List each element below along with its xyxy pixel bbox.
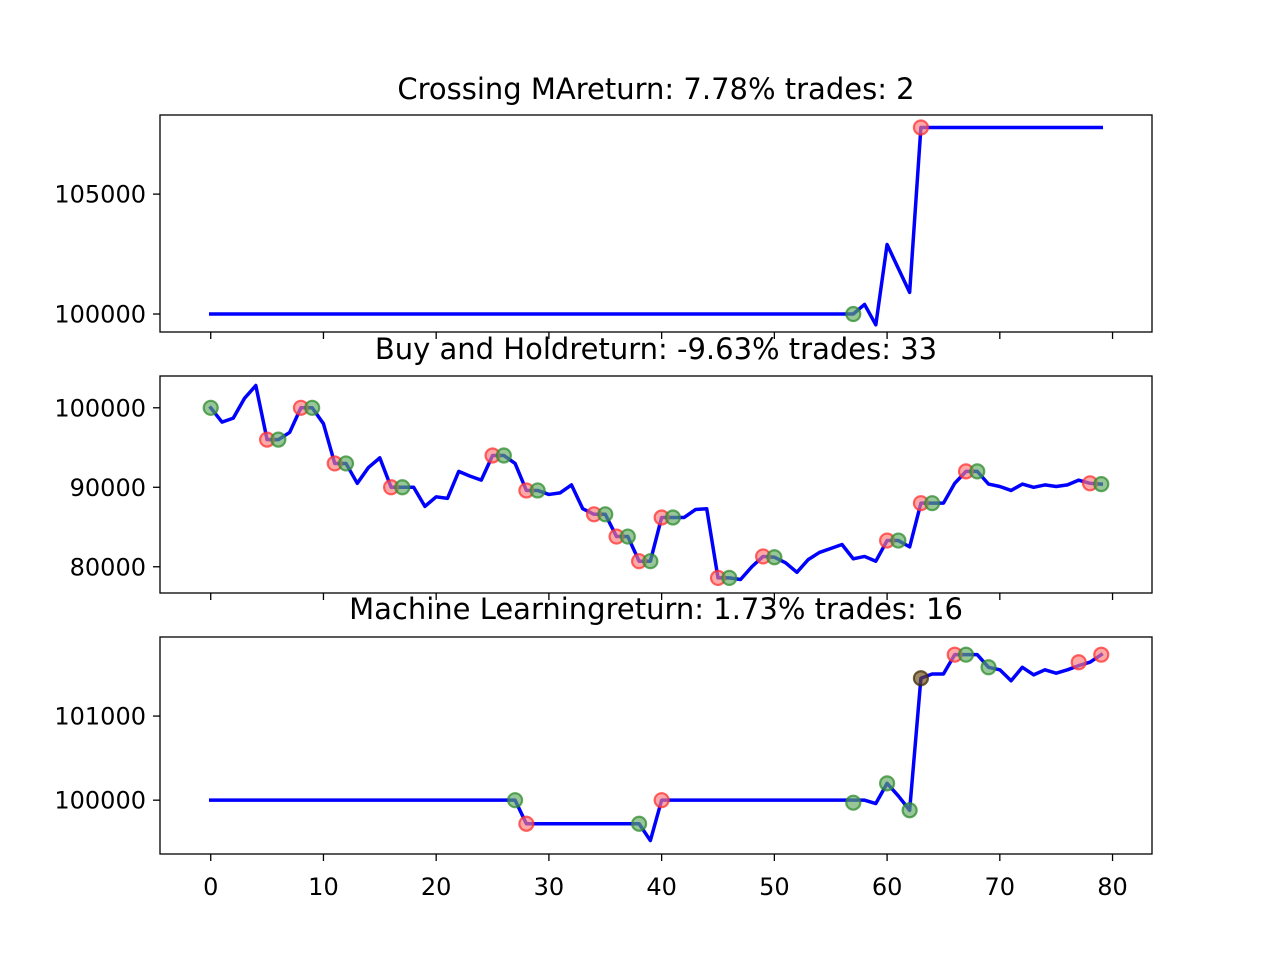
buy-marker — [890, 532, 907, 549]
x-tick-label: 20 — [421, 873, 452, 901]
series-group — [202, 383, 1110, 586]
axes-frame — [159, 114, 1153, 333]
x-tick-label: 70 — [985, 873, 1016, 901]
sell-marker — [653, 792, 670, 809]
buy-marker — [597, 506, 614, 523]
y-tick-label: 101000 — [54, 703, 146, 731]
x-tick-label: 0 — [203, 873, 218, 901]
y-tick-label: 100000 — [54, 301, 146, 329]
sell-marker — [1070, 654, 1087, 671]
buy-marker — [1093, 476, 1110, 493]
equity-line — [208, 125, 1104, 327]
buy-marker — [878, 775, 896, 792]
x-tick-label: 50 — [759, 873, 790, 901]
buy-marker — [529, 482, 546, 499]
buy-marker — [721, 569, 738, 586]
subplot-machine-learning: Machine Learningreturn: 1.73% trades: 16… — [54, 592, 1153, 901]
buy-marker — [337, 455, 355, 472]
x-tick-label: 10 — [308, 873, 339, 901]
x-tick-label: 80 — [1097, 873, 1128, 901]
sell-marker — [912, 119, 930, 136]
buy-marker — [924, 495, 941, 512]
y-tick-label: 100000 — [54, 787, 146, 815]
buy-marker — [202, 399, 219, 416]
buy-marker — [664, 509, 682, 526]
y-tick-label: 105000 — [54, 181, 146, 209]
x-tick-label: 40 — [646, 873, 677, 901]
buy-marker — [901, 802, 918, 819]
subplot-title: Machine Learningreturn: 1.73% trades: 16 — [349, 592, 963, 626]
buy-marker — [304, 399, 321, 416]
plot-area: 80000 90000 100000 — [54, 383, 1114, 600]
equity-line — [208, 383, 1104, 582]
x-tick-label: 60 — [872, 873, 903, 901]
buy-marker — [394, 479, 411, 496]
series-group — [208, 646, 1110, 843]
subplot-title: Buy and Holdreturn: -9.63% trades: 33 — [375, 332, 937, 366]
plot-area: 100000 101000 0 10 20 30 40 50 60 70 80 — [54, 646, 1128, 901]
buy-marker — [969, 463, 986, 480]
axes-frame — [159, 636, 1153, 855]
sell-marker — [518, 815, 535, 832]
buy-marker — [270, 431, 287, 448]
subplot-crossing-ma: Crossing MAreturn: 7.78% trades: 2 10000… — [54, 72, 1153, 339]
axes-frame — [159, 375, 1153, 594]
buy-marker — [845, 305, 862, 323]
buy-marker — [619, 528, 636, 545]
buy-sell-marker — [912, 670, 930, 687]
buy-marker — [766, 549, 783, 566]
plot-area: 100000 105000 — [54, 119, 1114, 339]
x-tick-label: 30 — [534, 873, 565, 901]
y-tick-label: 80000 — [70, 553, 146, 581]
subplot-buy-and-hold: Buy and Holdreturn: -9.63% trades: 33 80… — [54, 332, 1153, 600]
subplot-title: Crossing MAreturn: 7.78% trades: 2 — [397, 72, 914, 106]
buy-marker — [642, 553, 659, 570]
series-group — [208, 119, 1104, 327]
buy-marker — [495, 447, 512, 464]
buy-marker — [630, 815, 648, 832]
buy-marker — [957, 646, 975, 663]
y-tick-label: 90000 — [70, 474, 146, 502]
y-tick-label: 100000 — [54, 394, 146, 422]
buy-marker — [980, 659, 997, 676]
sell-marker — [1093, 646, 1110, 663]
buy-marker — [506, 792, 524, 809]
buy-marker — [845, 794, 862, 811]
